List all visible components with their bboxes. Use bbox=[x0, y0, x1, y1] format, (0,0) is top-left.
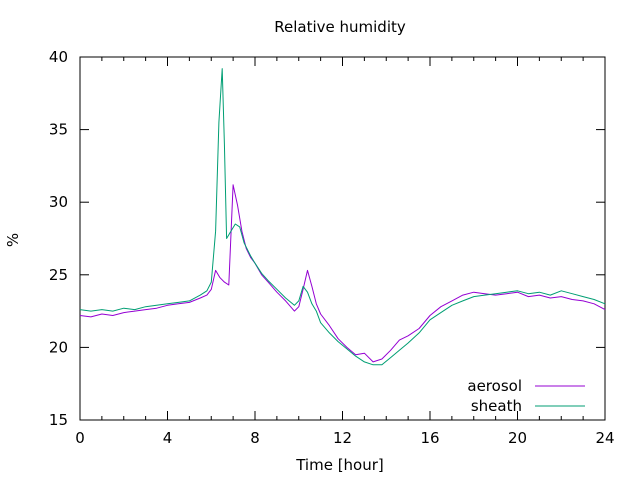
chart-title: Relative humidity bbox=[274, 18, 406, 36]
x-tick-label: 20 bbox=[508, 429, 527, 447]
legend-label-sheath: sheath bbox=[471, 397, 522, 415]
x-axis: 0 4 8 12 16 20 24 bbox=[75, 57, 615, 447]
x-tick-label: 4 bbox=[163, 429, 173, 447]
y-tick-label: 35 bbox=[49, 121, 68, 139]
x-tick-label: 8 bbox=[250, 429, 260, 447]
x-tick-label: 0 bbox=[75, 429, 85, 447]
y-tick-label: 20 bbox=[49, 338, 68, 356]
x-axis-label: Time [hour] bbox=[295, 456, 384, 474]
series-line-aerosol bbox=[79, 184, 606, 363]
y-tick-label: 25 bbox=[49, 266, 68, 284]
legend: aerosol sheath bbox=[467, 377, 585, 415]
plot-frame bbox=[79, 56, 606, 421]
legend-label-aerosol: aerosol bbox=[467, 377, 522, 395]
y-axis: 15 20 25 30 35 40 bbox=[49, 48, 605, 429]
y-tick-label: 15 bbox=[49, 411, 68, 429]
y-tick-label: 30 bbox=[49, 193, 68, 211]
x-tick-label: 16 bbox=[420, 429, 439, 447]
x-tick-label: 24 bbox=[595, 429, 614, 447]
y-tick-label: 40 bbox=[49, 48, 68, 66]
series-lines bbox=[79, 68, 606, 366]
series-line-sheath bbox=[79, 68, 606, 366]
y-axis-label: % bbox=[4, 233, 22, 247]
x-tick-label: 12 bbox=[333, 429, 352, 447]
